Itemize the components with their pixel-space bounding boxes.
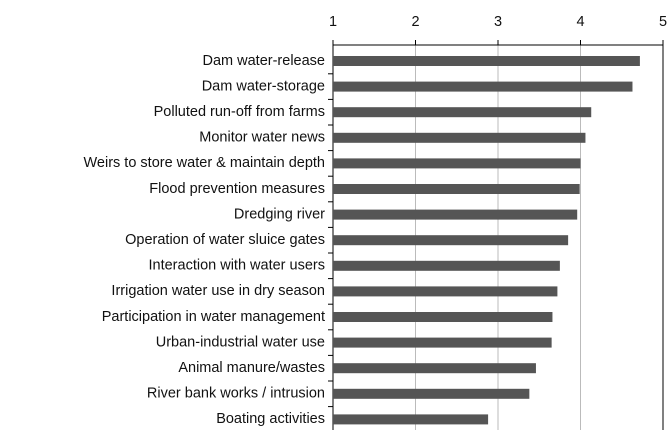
bar [333, 158, 581, 169]
bar [333, 286, 558, 297]
y-tick-label: Participation in water management [102, 309, 325, 325]
bar [333, 414, 489, 425]
y-tick-label: Boating activities [216, 411, 325, 427]
y-tick-label: Monitor water news [199, 130, 325, 146]
bar [333, 260, 560, 271]
bar [333, 235, 569, 246]
y-tick-label: Operation of water sluice gates [125, 232, 325, 248]
y-tick-label: Dam water-release [203, 53, 326, 69]
bar [333, 337, 552, 348]
bar [333, 132, 586, 143]
x-tick-label: 2 [411, 14, 419, 30]
bar [333, 81, 633, 92]
y-tick-label: Flood prevention measures [149, 181, 325, 197]
y-tick-label: Dredging river [234, 206, 325, 222]
y-tick-label: Weirs to store water & maintain depth [83, 155, 325, 171]
y-tick-label: River bank works / intrusion [147, 386, 325, 402]
bar [333, 184, 580, 194]
y-tick-label: Interaction with water users [149, 258, 326, 274]
bar [333, 56, 640, 66]
bar [333, 107, 592, 118]
y-tick-label: Urban-industrial water use [156, 334, 325, 350]
y-tick-label: Irrigation water use in dry season [111, 283, 325, 299]
x-tick-label: 5 [659, 14, 667, 30]
y-tick-label: Animal manure/wastes [178, 360, 325, 376]
y-tick-label: Polluted run-off from farms [154, 104, 325, 120]
y-tick-label: Dam water-storage [202, 78, 325, 94]
x-tick-label: 1 [329, 14, 337, 30]
bar [333, 312, 553, 322]
bar [333, 363, 536, 374]
bar [333, 388, 530, 399]
x-tick-label: 3 [494, 14, 502, 30]
bar [333, 209, 578, 220]
x-tick-label: 4 [576, 14, 584, 30]
